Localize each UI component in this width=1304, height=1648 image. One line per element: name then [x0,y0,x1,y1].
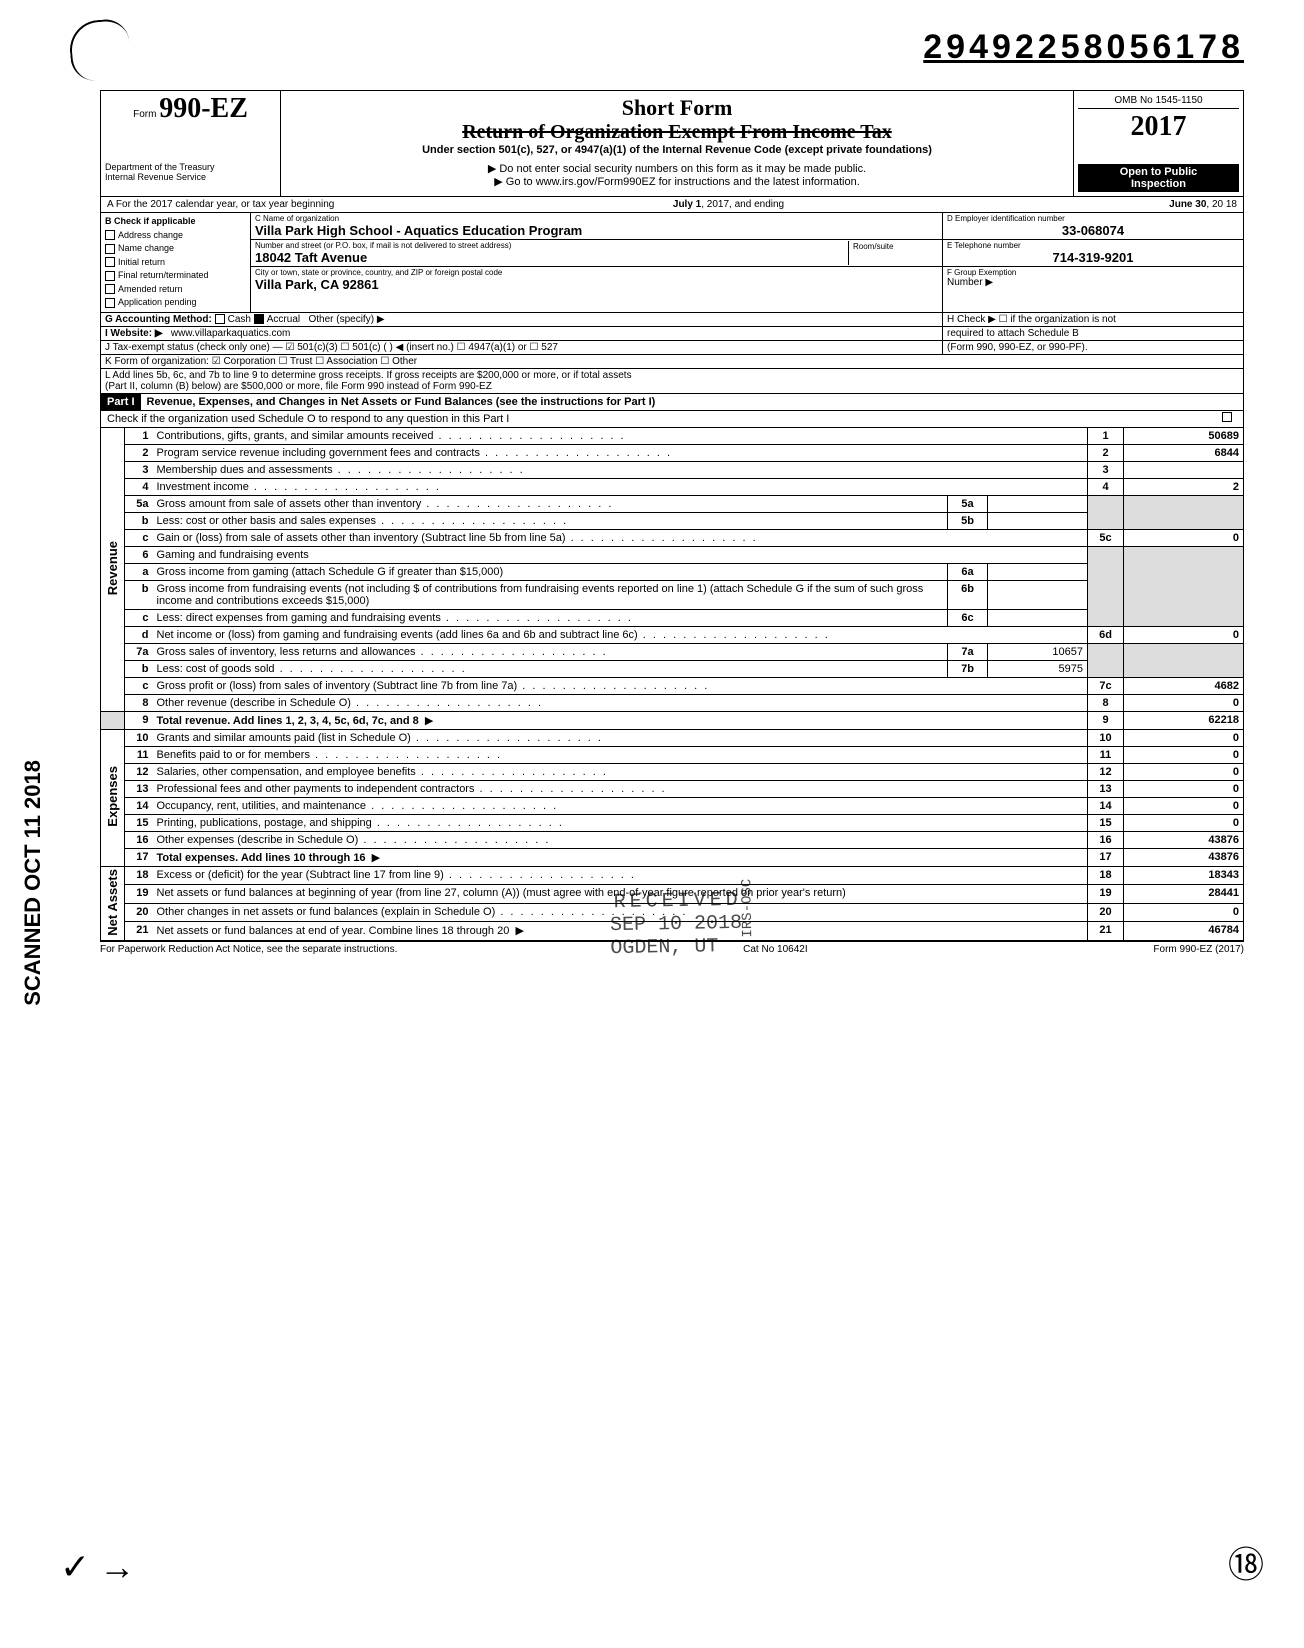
row-j: J Tax-exempt status (check only one) — ☑… [100,341,1244,355]
row-l: L Add lines 5b, 6c, and 7b to line 9 to … [100,369,1244,394]
row-j-right: (Form 990, 990-EZ, or 990-PF). [943,341,1243,354]
col-d-e-f: D Employer identification number 33-0680… [943,213,1243,312]
line-7b: bLess: cost of goods sold 7b5975 [101,660,1244,677]
row-k: K Form of organization: ☑ Corporation ☐ … [100,355,1244,369]
line-a-tax-year: A For the 2017 calendar year, or tax yea… [100,196,1244,213]
org-name-field: C Name of organization Villa Park High S… [251,213,942,240]
website-field: I Website: ▶ www.villaparkaquatics.com [101,327,943,340]
subtitle: Under section 501(c), 527, or 4947(a)(1)… [289,144,1065,156]
form-number-box: Form 990-EZ [101,91,281,160]
line-1: Revenue 1 Contributions, gifts, grants, … [101,428,1244,445]
omb-number: OMB No 1545-1150 [1078,95,1239,109]
group-exemption-field: F Group Exemption Number ▶ [943,267,1243,293]
line-5b: bLess: cost or other basis and sales exp… [101,512,1244,529]
line-12: 12Salaries, other compensation, and empl… [101,763,1244,780]
form-header: Form 990-EZ Short Form Return of Organiz… [100,90,1244,160]
part1-check-row: Check if the organization used Schedule … [100,411,1244,428]
checkbox-icon[interactable] [105,271,115,281]
city-field: City or town, state or province, country… [251,267,942,293]
line-7c: cGross profit or (loss) from sales of in… [101,677,1244,694]
checkbox-icon[interactable] [105,298,115,308]
checkbox-icon[interactable] [105,284,115,294]
checkbox-icon[interactable] [1222,412,1232,422]
line-8: 8Other revenue (describe in Schedule O) … [101,694,1244,711]
tax-exempt-status: J Tax-exempt status (check only one) — ☑… [101,341,943,354]
checkbox-icon[interactable] [105,244,115,254]
line-5c: cGain or (loss) from sale of assets othe… [101,529,1244,546]
line-5a: 5aGross amount from sale of assets other… [101,495,1244,512]
line-14: 14Occupancy, rent, utilities, and mainte… [101,797,1244,814]
checkbox-icon[interactable] [105,257,115,267]
part1-title: Revenue, Expenses, and Changes in Net As… [141,394,1243,410]
ein-field: D Employer identification number 33-0680… [943,213,1243,240]
line-17: 17Total expenses. Add lines 10 through 1… [101,848,1244,866]
open-public: Open to Public Inspection [1078,164,1239,192]
open-inspection-box: Open to Public Inspection [1073,160,1243,196]
street-field: Number and street (or P.O. box, if mail … [251,240,942,267]
form-page: 29492258056178 Form 990-EZ Short Form Re… [0,0,1304,1648]
col-b-title: B Check if applicable [105,216,196,226]
telephone-field: E Telephone number 714-319-9201 [943,240,1243,267]
part1-badge: Part I [101,394,141,410]
hand-arrow: ✓ → [60,1546,135,1588]
line-11: 11Benefits paid to or for members110 [101,746,1244,763]
line-6: 6Gaming and fundraising events [101,546,1244,563]
line-6d: dNet income or (loss) from gaming and fu… [101,626,1244,643]
footer-right: Form 990-EZ (2017) [1153,944,1244,955]
line-15: 15Printing, publications, postage, and s… [101,814,1244,831]
part1-lines-table: Revenue 1 Contributions, gifts, grants, … [100,428,1244,942]
line-a-label: A For the 2017 calendar year, or tax yea… [107,199,559,210]
line-6c: cLess: direct expenses from gaming and f… [101,609,1244,626]
hand-scribble [67,17,132,82]
bullet2: ▶ Go to www.irs.gov/Form990EZ for instru… [283,175,1071,188]
h-check: H Check ▶ ☐ if the organization is not [943,313,1243,326]
expenses-side-label: Expenses [101,729,125,866]
line-16: 16Other expenses (describe in Schedule O… [101,831,1244,848]
footer-left: For Paperwork Reduction Act Notice, see … [100,944,397,955]
checkbox-icon[interactable] [105,230,115,240]
h-check-2: required to attach Schedule B [943,327,1243,340]
checkbox-checked-icon[interactable] [254,314,264,324]
form-number: 990-EZ [159,93,248,124]
document-number: 29492258056178 [923,28,1244,67]
line-13: 13Professional fees and other payments t… [101,780,1244,797]
line-2: 2Program service revenue including gover… [101,444,1244,461]
room-suite-field: Room/suite [848,241,938,265]
col-c-name-address: C Name of organization Villa Park High S… [251,213,943,312]
entity-info-grid: B Check if applicable Address change Nam… [100,213,1244,313]
title-line2: Return of Organization Exempt From Incom… [289,121,1065,144]
accounting-method: G Accounting Method: Cash Accrual Other … [101,313,943,326]
line-10: Expenses 10Grants and similar amounts pa… [101,729,1244,746]
revenue-side-label: Revenue [101,428,125,712]
hand-mark: ⑱ [1228,1536,1264,1588]
row-g-h: G Accounting Method: Cash Accrual Other … [100,313,1244,327]
line-7a: 7aGross sales of inventory, less returns… [101,643,1244,660]
received-stamp: RECEIVED SEP 10 2018 OGDEN, UT IRS-OSC [609,889,742,960]
title-line1: Short Form [289,95,1065,121]
dept-treasury: Department of the Treasury Internal Reve… [101,160,281,196]
line-6b: bGross income from fundraising events (n… [101,580,1244,609]
scanned-stamp: SCANNED OCT 11 2018 [20,760,46,1006]
col-b-checkboxes: B Check if applicable Address change Nam… [101,213,251,312]
line-6a: aGross income from gaming (attach Schedu… [101,563,1244,580]
part1-header-row: Part I Revenue, Expenses, and Changes in… [100,394,1244,411]
form-title-box: Short Form Return of Organization Exempt… [281,91,1073,160]
line-4: 4Investment income 42 [101,478,1244,495]
form-prefix: Form [133,109,156,120]
omb-year-box: OMB No 1545-1150 2017 [1073,91,1243,160]
line-3: 3Membership dues and assessments 3 [101,461,1244,478]
line-9: 9Total revenue. Add lines 1, 2, 3, 4, 5c… [101,711,1244,729]
form-header-row2: Department of the Treasury Internal Reve… [100,160,1244,196]
footer-mid: Cat No 10642I [743,944,808,955]
checkbox-icon[interactable] [215,314,225,324]
netassets-side-label: Net Assets [101,866,125,941]
tax-year: 2017 [1078,111,1239,143]
instructions: ▶ Do not enter social security numbers o… [281,160,1073,196]
line-18: Net Assets 18Excess or (deficit) for the… [101,866,1244,884]
part1-check-text: Check if the organization used Schedule … [101,411,1213,427]
bullet1: ▶ Do not enter social security numbers o… [283,162,1071,175]
row-i: I Website: ▶ www.villaparkaquatics.com r… [100,327,1244,341]
